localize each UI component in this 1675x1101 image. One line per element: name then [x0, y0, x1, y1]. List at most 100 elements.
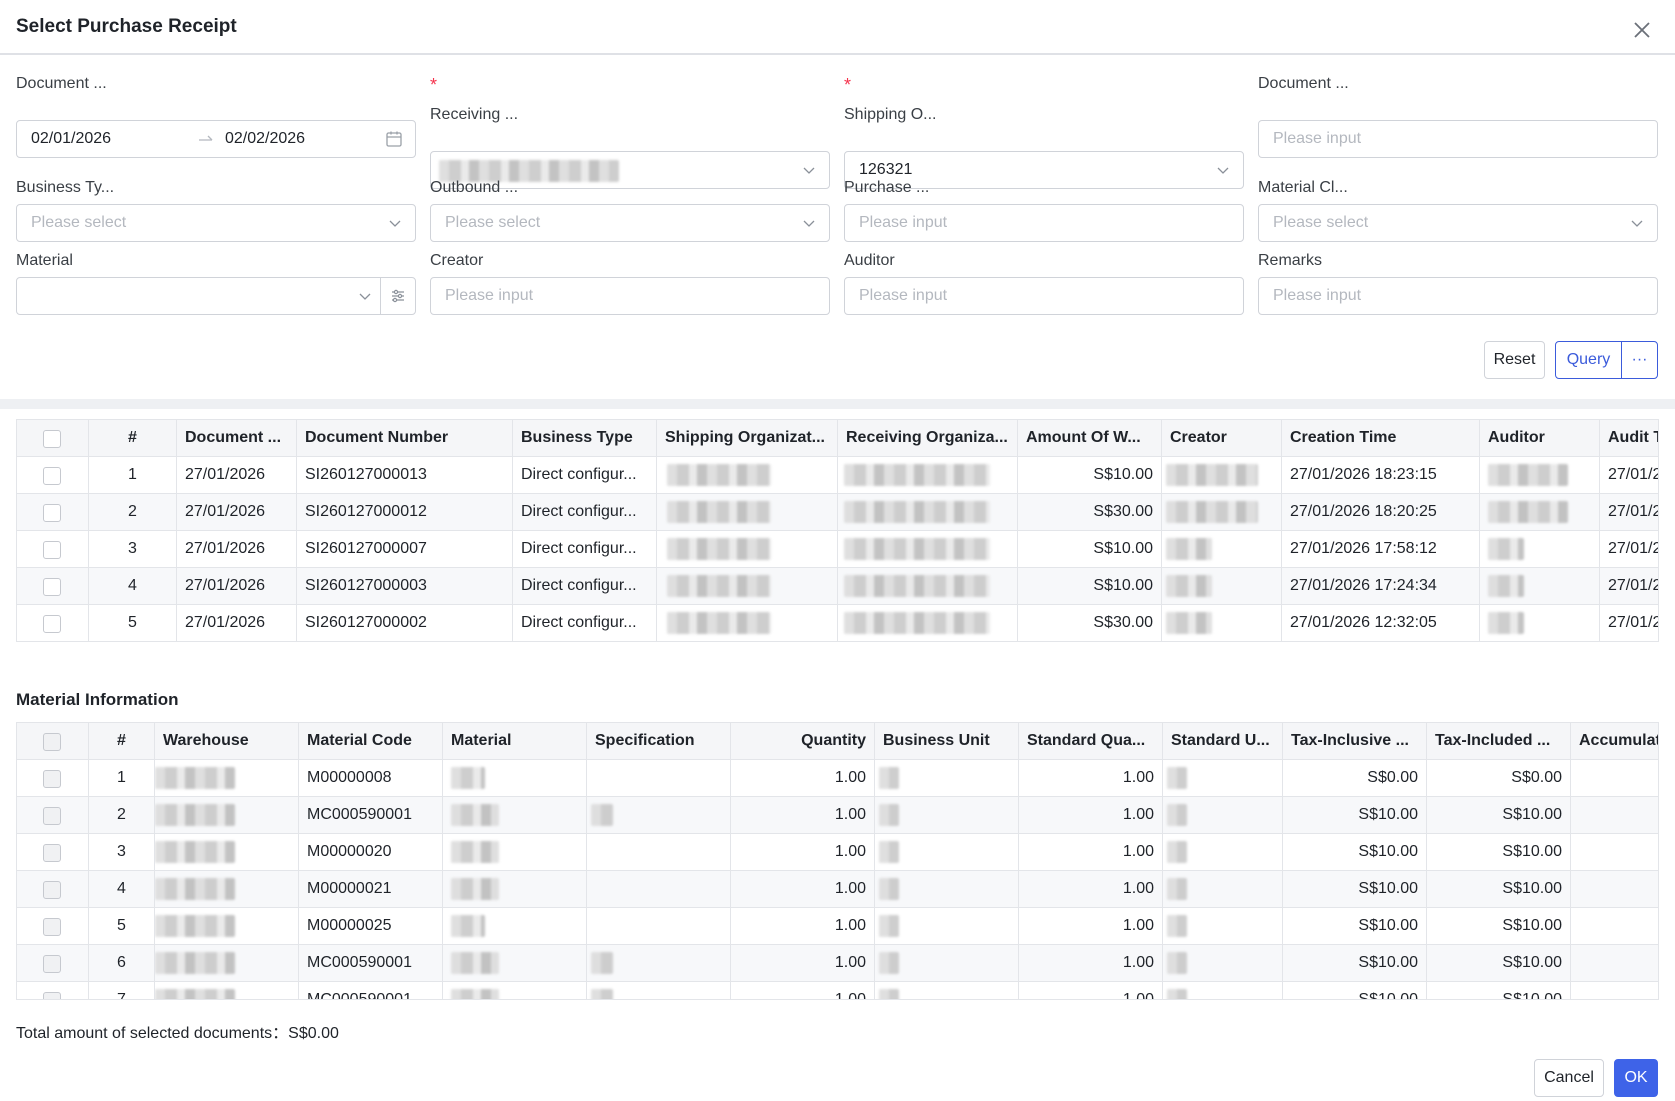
date-end-value[interactable]: 02/02/2026	[225, 130, 306, 147]
quantity: 1.00	[731, 945, 875, 981]
table-row[interactable]: 6 MC000590001 1.00 1.00 S$10.00 S$10.00	[17, 945, 1658, 982]
row-select-cell	[17, 494, 89, 530]
redacted-value	[667, 538, 771, 560]
creator-input[interactable]: Please input	[430, 277, 830, 315]
document-number: SI260127000013	[297, 457, 513, 493]
specification-redacted	[587, 871, 731, 907]
col-standard-quantity[interactable]: Standard Qua...	[1019, 723, 1163, 759]
document-date: 27/01/2026	[177, 568, 297, 604]
row-select-cell	[17, 871, 89, 907]
col-business-type[interactable]: Business Type	[513, 420, 657, 456]
remarks-input[interactable]: Please input	[1258, 277, 1658, 315]
row-checkbox[interactable]	[43, 467, 61, 485]
select-all-checkbox[interactable]	[43, 430, 61, 448]
table-row[interactable]: 3 M00000020 1.00 1.00 S$10.00 S$10.00	[17, 834, 1658, 871]
col-audit-time[interactable]: Audit Tim	[1608, 429, 1658, 446]
col-material-code[interactable]: Material Code	[299, 723, 443, 759]
shipping-org-select[interactable]: 126321	[844, 151, 1244, 189]
col-business-unit[interactable]: Business Unit	[875, 723, 1019, 759]
select-all-cell	[17, 420, 89, 456]
document-date: 27/01/2026	[177, 531, 297, 567]
redacted-value	[155, 804, 235, 826]
shipping-org-redacted	[657, 568, 838, 604]
row-index: 5	[89, 908, 155, 944]
col-material[interactable]: Material	[443, 723, 587, 759]
document-date-range[interactable]: 02/01/2026 02/02/2026	[16, 120, 416, 158]
col-document-number[interactable]: Document Number	[297, 420, 513, 456]
col-standard-unit[interactable]: Standard U...	[1163, 723, 1283, 759]
auditor-redacted	[1480, 568, 1600, 604]
calendar-icon[interactable]	[385, 130, 403, 148]
purchase-input[interactable]: Please input	[844, 204, 1244, 242]
cancel-button[interactable]: Cancel	[1534, 1059, 1604, 1097]
material-class-select[interactable]: Please select	[1258, 204, 1658, 242]
quantity: 1.00	[731, 871, 875, 907]
table-row[interactable]: 4 27/01/2026 SI260127000003 Direct configur…	[17, 568, 1658, 605]
row-checkbox	[43, 881, 61, 899]
redacted-value	[1488, 538, 1524, 560]
row-index: 7	[89, 982, 155, 999]
ok-button[interactable]: OK	[1614, 1059, 1658, 1097]
redacted-value	[1488, 464, 1568, 486]
document-no-input[interactable]: Please input	[1258, 120, 1658, 158]
auditor-input[interactable]: Please input	[844, 277, 1244, 315]
col-amount[interactable]: Amount Of W...	[1018, 420, 1162, 456]
row-index: 6	[89, 945, 155, 981]
quantity: 1.00	[731, 834, 875, 870]
col-shipping-org[interactable]: Shipping Organizat...	[657, 420, 838, 456]
chevron-down-icon	[359, 293, 371, 300]
receiving-org-select[interactable]	[430, 151, 830, 189]
row-checkbox[interactable]	[43, 541, 61, 559]
table-row[interactable]: 7 MC000590001 1.00 1.00 S$10.00 S$10.00	[17, 982, 1658, 999]
document-number: SI260127000003	[297, 568, 513, 604]
redacted-value	[667, 501, 771, 523]
table-row[interactable]: 3 27/01/2026 SI260127000007 Direct configur…	[17, 531, 1658, 568]
audit-time: 27/01/20	[1608, 614, 1658, 631]
outbound-label: Outbound ...	[430, 179, 519, 196]
reset-button[interactable]: Reset	[1484, 341, 1545, 379]
col-receiving-org[interactable]: Receiving Organiza...	[838, 420, 1018, 456]
more-options-button[interactable]: ···	[1621, 341, 1658, 379]
material-select[interactable]	[16, 277, 416, 315]
warehouse-redacted	[155, 945, 299, 981]
table-row[interactable]: 2 27/01/2026 SI260127000012 Direct configur…	[17, 494, 1658, 531]
table-row[interactable]: 5 27/01/2026 SI260127000002 Direct configur…	[17, 605, 1658, 641]
col-accumulated[interactable]: Accumulate	[1579, 732, 1658, 749]
warehouse-redacted	[155, 982, 299, 999]
query-button[interactable]: Query	[1555, 341, 1622, 379]
receiving-org-redacted	[838, 531, 1018, 567]
dialog-header: Select Purchase Receipt	[0, 0, 1675, 55]
col-quantity[interactable]: Quantity	[731, 723, 875, 759]
col-tax-included-amount[interactable]: Tax-Included ...	[1427, 723, 1571, 759]
table-row[interactable]: 1 M00000008 1.00 1.00 S$0.00 S$0.00	[17, 760, 1658, 797]
creator-label: Creator	[430, 252, 484, 269]
standard-unit-redacted	[1163, 908, 1283, 944]
col-creator[interactable]: Creator	[1162, 420, 1282, 456]
row-checkbox[interactable]	[43, 578, 61, 596]
material-redacted	[443, 834, 587, 870]
close-icon[interactable]	[1630, 18, 1654, 42]
col-specification[interactable]: Specification	[587, 723, 731, 759]
redacted-value	[844, 464, 990, 486]
col-creation-time[interactable]: Creation Time	[1282, 420, 1480, 456]
receiving-org-redacted	[838, 568, 1018, 604]
table-row[interactable]: 4 M00000021 1.00 1.00 S$10.00 S$10.00	[17, 871, 1658, 908]
row-checkbox[interactable]	[43, 615, 61, 633]
standard-unit-redacted	[1163, 834, 1283, 870]
redacted-value	[155, 878, 235, 900]
table-row[interactable]: 2 MC000590001 1.00 1.00 S$10.00 S$10.00	[17, 797, 1658, 834]
table-row[interactable]: 1 27/01/2026 SI260127000013 Direct configur…	[17, 457, 1658, 494]
outbound-select[interactable]: Please select	[430, 204, 830, 242]
row-checkbox[interactable]	[43, 504, 61, 522]
tax-included-amount: S$10.00	[1427, 945, 1571, 981]
date-start-value[interactable]: 02/01/2026	[31, 130, 112, 147]
table-row[interactable]: 5 M00000025 1.00 1.00 S$10.00 S$10.00	[17, 908, 1658, 945]
filter-settings-icon[interactable]	[389, 287, 407, 305]
col-document-date[interactable]: Document ...	[177, 420, 297, 456]
business-type-select[interactable]: Please select	[16, 204, 416, 242]
redacted-value	[439, 160, 619, 182]
receiving-org-label: Receiving ...	[430, 106, 519, 123]
col-auditor[interactable]: Auditor	[1480, 420, 1600, 456]
col-tax-inclusive-price[interactable]: Tax-Inclusive ...	[1283, 723, 1427, 759]
col-warehouse[interactable]: Warehouse	[155, 723, 299, 759]
